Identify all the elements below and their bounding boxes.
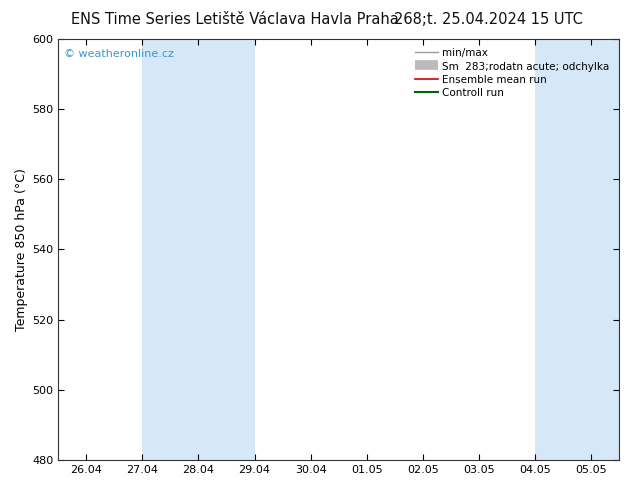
Bar: [143, 39, 254, 460]
Text: © weatheronline.cz: © weatheronline.cz: [64, 49, 174, 59]
Text: 268;t. 25.04.2024 15 UTC: 268;t. 25.04.2024 15 UTC: [394, 12, 583, 27]
Bar: [535, 39, 619, 460]
Legend: min/max, Sm  283;rodatn acute; odchylka, Ensemble mean run, Controll run: min/max, Sm 283;rodatn acute; odchylka, …: [411, 44, 614, 102]
Text: ENS Time Series Letiště Václava Havla Praha: ENS Time Series Letiště Václava Havla Pr…: [71, 12, 398, 27]
Y-axis label: Temperature 850 hPa (°C): Temperature 850 hPa (°C): [15, 168, 28, 331]
